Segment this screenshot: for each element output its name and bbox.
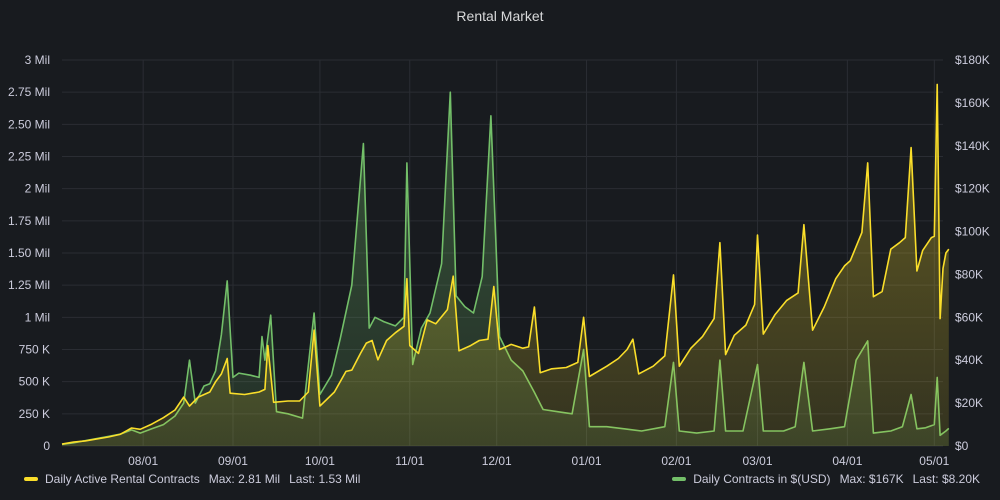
y-left-tick-label: 0	[43, 439, 50, 453]
y-left-tick-label: 250 K	[19, 407, 50, 421]
y-right-tick-label: $0	[955, 439, 969, 453]
y-right-tick-label: $80K	[955, 267, 983, 281]
y-left-tick-label: 1.50 Mil	[8, 246, 50, 260]
y-left-tick-label: 1.75 Mil	[8, 214, 50, 228]
legend-usd-last: Last: $8.20K	[912, 472, 980, 486]
y-right-tick-label: $160K	[955, 96, 990, 110]
y-left-tick-label: 3 Mil	[25, 53, 50, 67]
legend-usd-swatch	[672, 477, 687, 481]
y-right-tick-label: $40K	[955, 353, 983, 367]
x-tick-label: 11/01	[395, 454, 424, 468]
y-right-tick-label: $60K	[955, 310, 983, 324]
legend-usd-label: Daily Contracts in $(USD)	[693, 472, 831, 486]
series-area-contracts	[62, 84, 949, 447]
x-tick-label: 04/01	[832, 454, 862, 468]
legend-contracts-max: Max: 2.81 Mil	[208, 472, 281, 486]
y-left-tick-label: 2.25 Mil	[8, 150, 50, 164]
y-right-tick-label: $180K	[955, 53, 990, 67]
legend-contracts-last: Last: 1.53 Mil	[289, 472, 361, 486]
y-right-tick-label: $140K	[955, 139, 990, 153]
y-right-tick-label: $20K	[955, 396, 983, 410]
legend-usd[interactable]: Daily Contracts in $(USD) Max: $167K Las…	[672, 472, 980, 486]
series-line-contracts	[61, 83, 950, 445]
x-tick-label: 03/01	[743, 454, 773, 468]
x-tick-label: 12/01	[482, 454, 512, 468]
y-left-tick-label: 1 Mil	[25, 310, 50, 324]
x-tick-label: 01/01	[572, 454, 602, 468]
x-tick-label: 02/01	[661, 454, 691, 468]
panel-title: Rental Market	[456, 8, 544, 24]
legend-contracts-swatch	[24, 477, 38, 481]
y-right-tick-label: $120K	[955, 182, 990, 196]
y-right-tick-label: $100K	[955, 225, 990, 239]
x-tick-label: 05/01	[919, 454, 949, 468]
y-left-tick-label: 2.75 Mil	[8, 85, 50, 99]
y-left-tick-label: 750 K	[19, 343, 50, 357]
y-left-tick-label: 2 Mil	[25, 182, 50, 196]
x-tick-label: 08/01	[128, 454, 158, 468]
legend-contracts-label: Daily Active Rental Contracts	[45, 472, 200, 486]
legend-contracts[interactable]: Daily Active Rental Contracts Max: 2.81 …	[24, 472, 360, 486]
y-left-tick-label: 500 K	[19, 375, 50, 389]
x-tick-label: 10/01	[305, 454, 335, 468]
legend-usd-max: Max: $167K	[839, 472, 904, 486]
axes: 0 250 K 500 K 750 K 1 Mil 1.25 Mil 1.50 Mil 1.7…	[8, 53, 990, 468]
y-left-tick-label: 2.50 Mil	[8, 117, 50, 131]
y-left-tick-label: 1.25 Mil	[8, 278, 50, 292]
x-tick-label: 09/01	[218, 454, 248, 468]
